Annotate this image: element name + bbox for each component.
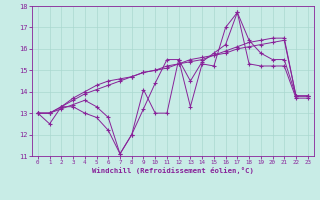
X-axis label: Windchill (Refroidissement éolien,°C): Windchill (Refroidissement éolien,°C) <box>92 167 254 174</box>
